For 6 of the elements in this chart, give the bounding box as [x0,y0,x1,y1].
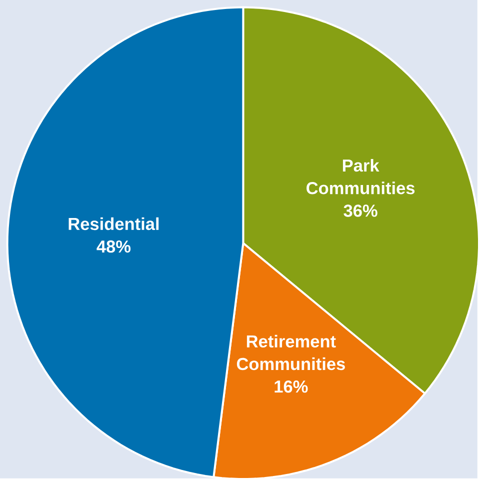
data-label: 36% [344,204,378,217]
data-label: 16% [274,380,308,393]
slice-label: Residential [68,217,159,230]
data-label: 48% [96,240,131,253]
slice-label: Park Communities [306,158,415,194]
slice-label: Retirement Communities [236,334,345,370]
